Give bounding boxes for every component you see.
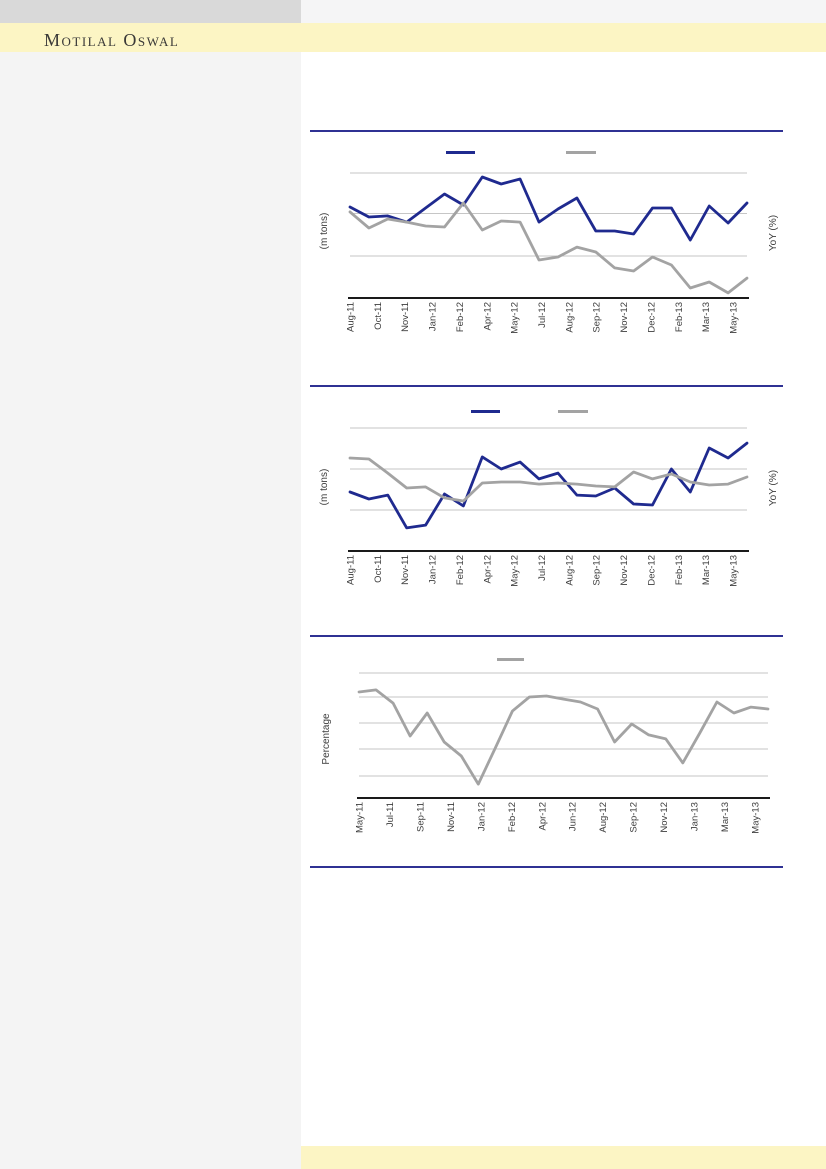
x-tick-label: Oct-11 <box>373 555 384 583</box>
x-tick-label: Nov-11 <box>446 802 457 832</box>
x-tick-label: Aug-11 <box>346 302 357 332</box>
x-tick-label: May-12 <box>510 302 521 334</box>
x-tick-label: Aug-12 <box>564 302 575 333</box>
x-tick-label: Feb-12 <box>507 802 518 832</box>
x-tick-label: Feb-13 <box>674 302 685 332</box>
x-tick-label: Aug-12 <box>564 555 575 586</box>
section-divider-1 <box>310 130 783 132</box>
brand-logo-text: Motilal Oswal <box>44 30 180 50</box>
left-sidebar <box>0 23 301 1169</box>
x-tick-label: Aug-11 <box>346 555 357 585</box>
x-tick-label: Jan-13 <box>690 802 701 831</box>
x-tick-label: Jul-11 <box>385 802 396 827</box>
x-tick-label: Feb-12 <box>455 555 466 585</box>
gray-series-line <box>348 456 749 503</box>
section-divider-4 <box>310 866 783 868</box>
x-tick-label: Apr-12 <box>537 802 548 831</box>
legend-swatch-navy <box>471 410 500 413</box>
x-tick-label: Nov-12 <box>659 802 670 833</box>
x-tick-label: Jan-12 <box>428 302 439 331</box>
x-tick-label: Nov-11 <box>400 555 411 585</box>
navy-series-line <box>348 175 749 242</box>
x-tick-label: Oct-11 <box>373 302 384 330</box>
legend-swatch-gray <box>566 151 596 154</box>
section-divider-2 <box>310 385 783 387</box>
gray-series-line <box>348 201 749 295</box>
x-tick-label: Nov-11 <box>400 302 411 332</box>
x-tick-label: Nov-12 <box>619 555 630 586</box>
x-tick-label: Sep-11 <box>415 802 426 832</box>
x-tick-label: Sep-12 <box>592 555 603 586</box>
chart-3-canvas: May-11 Jul-11 Sep-11 Nov-11 Jan-12 Feb-12 Apr-… <box>355 658 770 834</box>
chart-1-canvas: Aug-11 Oct-11 Nov-11 Jan-12 Feb-12 Apr-12 May-… <box>346 151 749 334</box>
x-tick-label: Jun-12 <box>568 802 579 831</box>
x-tick-label: Apr-12 <box>482 302 493 331</box>
x-tick-label: Feb-13 <box>674 555 685 585</box>
top-band-left <box>0 0 301 23</box>
x-tick-label: May-13 <box>729 555 740 587</box>
x-tick-label: Mar-13 <box>720 802 731 832</box>
x-tick-label: Feb-12 <box>455 302 466 332</box>
gray-series-line <box>357 688 770 786</box>
legend-swatch-gray <box>558 410 588 413</box>
chart-2-canvas: Aug-11 Oct-11 Nov-11 Jan-12 Feb-12 Apr-12 May-… <box>346 410 749 587</box>
x-tick-label: Sep-12 <box>592 302 603 333</box>
x-tick-label: Dec-12 <box>646 302 657 333</box>
x-tick-label: Sep-12 <box>629 802 640 833</box>
x-tick-label: Mar-13 <box>701 555 712 585</box>
brand-band <box>0 23 826 52</box>
x-tick-label: Jul-12 <box>537 555 548 581</box>
top-band-right <box>301 0 826 23</box>
x-tick-label: Nov-12 <box>619 302 630 333</box>
navy-series-line <box>348 441 749 530</box>
x-tick-label: Jan-12 <box>476 802 487 831</box>
x-tick-label: May-13 <box>729 302 740 334</box>
x-tick-label: May-13 <box>751 802 762 834</box>
x-tick-label: Dec-12 <box>646 555 657 586</box>
legend-swatch-gray <box>497 658 524 661</box>
x-tick-label: Apr-12 <box>482 555 493 584</box>
x-tick-label: Jul-12 <box>537 302 548 328</box>
x-tick-label: May-12 <box>510 555 521 587</box>
x-tick-label: Jan-12 <box>428 555 439 584</box>
footer-band <box>301 1146 826 1169</box>
legend-swatch-navy <box>446 151 475 154</box>
x-tick-label: May-11 <box>355 802 366 833</box>
section-divider-3 <box>310 635 783 637</box>
x-tick-label: Mar-13 <box>701 302 712 332</box>
x-tick-label: Aug-12 <box>598 802 609 833</box>
